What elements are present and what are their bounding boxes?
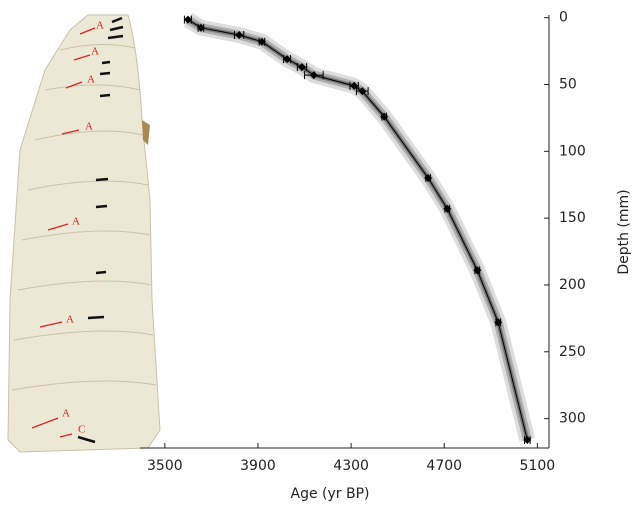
y-tick-label: 100 — [559, 143, 586, 159]
data-point — [257, 37, 266, 46]
image-annotation: A — [91, 46, 99, 58]
x-tick-label: 3900 — [240, 458, 276, 474]
image-annotation: A — [72, 216, 80, 228]
y-tick-label: 300 — [559, 411, 586, 427]
x-tick-label: 3500 — [147, 458, 183, 474]
data-point — [443, 204, 452, 213]
image-annotation: A — [62, 408, 70, 420]
y-tick-label: 200 — [559, 277, 586, 293]
image-annotation: A — [87, 74, 95, 86]
image-annotation: C — [78, 424, 85, 436]
y-axis-label: Depth (mm) — [616, 189, 632, 274]
x-tick-label: 4300 — [333, 458, 369, 474]
image-annotation: A — [66, 314, 74, 326]
data-point — [309, 71, 318, 80]
data-point — [183, 15, 192, 24]
data-point — [358, 87, 367, 96]
image-annotation: A — [96, 20, 104, 32]
stalagmite-image — [7, 14, 161, 453]
y-tick-label: 250 — [559, 344, 586, 360]
y-tick-label: 0 — [559, 10, 568, 26]
data-point — [523, 435, 532, 444]
x-axis-label: Age (yr BP) — [291, 486, 370, 502]
data-point — [494, 318, 503, 327]
y-tick-label: 150 — [559, 210, 586, 226]
data-point — [196, 23, 205, 32]
data-point — [283, 55, 292, 64]
data-point — [424, 174, 433, 183]
data-point — [380, 112, 389, 121]
data-point — [473, 266, 482, 275]
model-envelope — [183, 12, 536, 442]
data-point — [235, 31, 244, 40]
image-annotation: A — [85, 121, 93, 133]
x-tick-label: 4700 — [426, 458, 462, 474]
data-point — [297, 63, 306, 72]
y-tick-label: 50 — [559, 76, 577, 92]
x-tick-label: 5100 — [520, 458, 556, 474]
